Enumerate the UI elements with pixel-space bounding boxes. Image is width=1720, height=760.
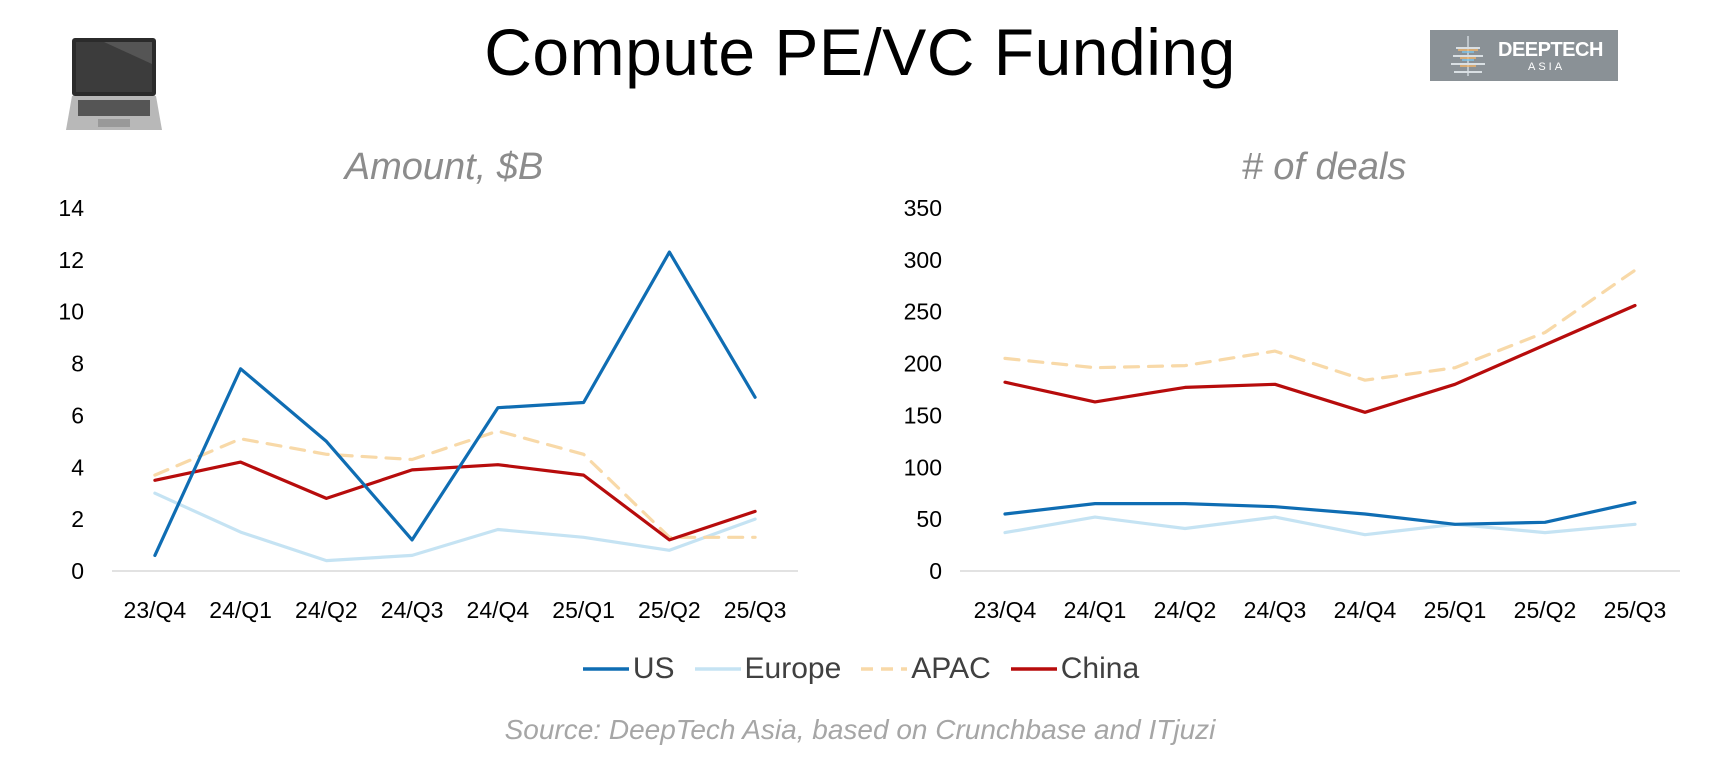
deals-series-us-line [1003,500,1637,526]
legend-label-china: China [1060,652,1140,685]
chart-main-title: Compute PE/VC Funding [484,15,1236,89]
deals-x-tick-label: 24/Q1 [1064,597,1127,623]
amount-x-tick-label: 24/Q4 [467,597,530,623]
amount-x-tick-label: 25/Q2 [638,597,701,623]
deals-x-tick-label: 25/Q2 [1514,597,1577,623]
deals-y-tick-label: 50 [916,506,942,532]
amount-x-tick-label: 23/Q4 [124,597,187,623]
deals-series-apac-line [1003,268,1637,382]
amount-x-tick-label: 24/Q1 [209,597,272,623]
amount-series-china-line [153,460,757,542]
amount-y-tick-label: 8 [71,351,84,377]
amount-y-tick-label: 14 [58,195,84,221]
left-chart-title: Amount, $B [344,146,544,188]
amount-x-tick-label: 25/Q3 [724,597,787,623]
deals-y-tick-label: 0 [929,558,942,584]
legend-label-europe: Europe [744,652,842,685]
amount-series-europe-line [153,491,757,563]
amount-x-tick-label: 24/Q2 [295,597,358,623]
amount-series-apac-line [153,429,757,539]
amount-y-tick-label: 10 [58,299,84,325]
deals-y-tick-label: 250 [904,299,942,325]
amount-y-tick-label: 6 [71,402,84,428]
deals-y-tick-label: 300 [904,247,942,273]
deeptech-asia-logo: DEEPTECH ASIA [1430,30,1618,81]
deals-series-europe-line [1003,515,1637,537]
legend-item-europe: Europe [693,652,842,686]
legend-item-us: US [581,652,675,686]
source-note: Source: DeepTech Asia, based on Crunchba… [504,714,1216,745]
logo-text-line1: DEEPTECH [1498,39,1603,61]
legend-label-apac: APAC [911,652,991,685]
legend: US Europe APAC China [0,652,1720,686]
logo-text-line2: ASIA [1528,61,1566,73]
legend-item-china: China [1009,652,1139,686]
amount-y-tick-label: 12 [58,247,84,273]
amount-y-tick-label: 0 [71,558,84,584]
deals-x-tick-label: 25/Q1 [1424,597,1487,623]
legend-label-us: US [632,652,675,685]
amount-y-tick-label: 4 [71,454,84,480]
deals-x-tick-label: 24/Q4 [1334,597,1397,623]
deals-y-tick-label: 100 [904,454,942,480]
right-chart-title: # of deals [1241,146,1407,188]
amount-x-tick-label: 25/Q1 [552,597,615,623]
amount-chart: 0 2 4 6 8 10 12 14 23/Q4 24/Q1 24/Q2 24/Q3 24/Q4 25/Q… [58,195,798,623]
deals-series-china-line [1003,303,1637,414]
deals-y-tick-label: 200 [904,351,942,377]
amount-y-tick-label: 2 [71,506,84,532]
laptop-icon [66,38,162,130]
deals-y-tick-label: 150 [904,402,942,428]
deals-y-tick-label: 350 [904,195,942,221]
deals-x-tick-label: 24/Q3 [1244,597,1307,623]
pagoda-icon [1451,36,1485,76]
deals-chart: 0 50 100 150 200 250 300 350 23/Q4 24/Q1 24/Q2 24/Q… [904,195,1680,623]
deals-x-tick-label: 25/Q3 [1604,597,1667,623]
deals-x-tick-label: 24/Q2 [1154,597,1217,623]
legend-item-apac: APAC [859,652,991,686]
amount-series-us-line [153,250,757,557]
amount-x-tick-label: 24/Q3 [381,597,444,623]
deals-x-tick-label: 23/Q4 [974,597,1037,623]
